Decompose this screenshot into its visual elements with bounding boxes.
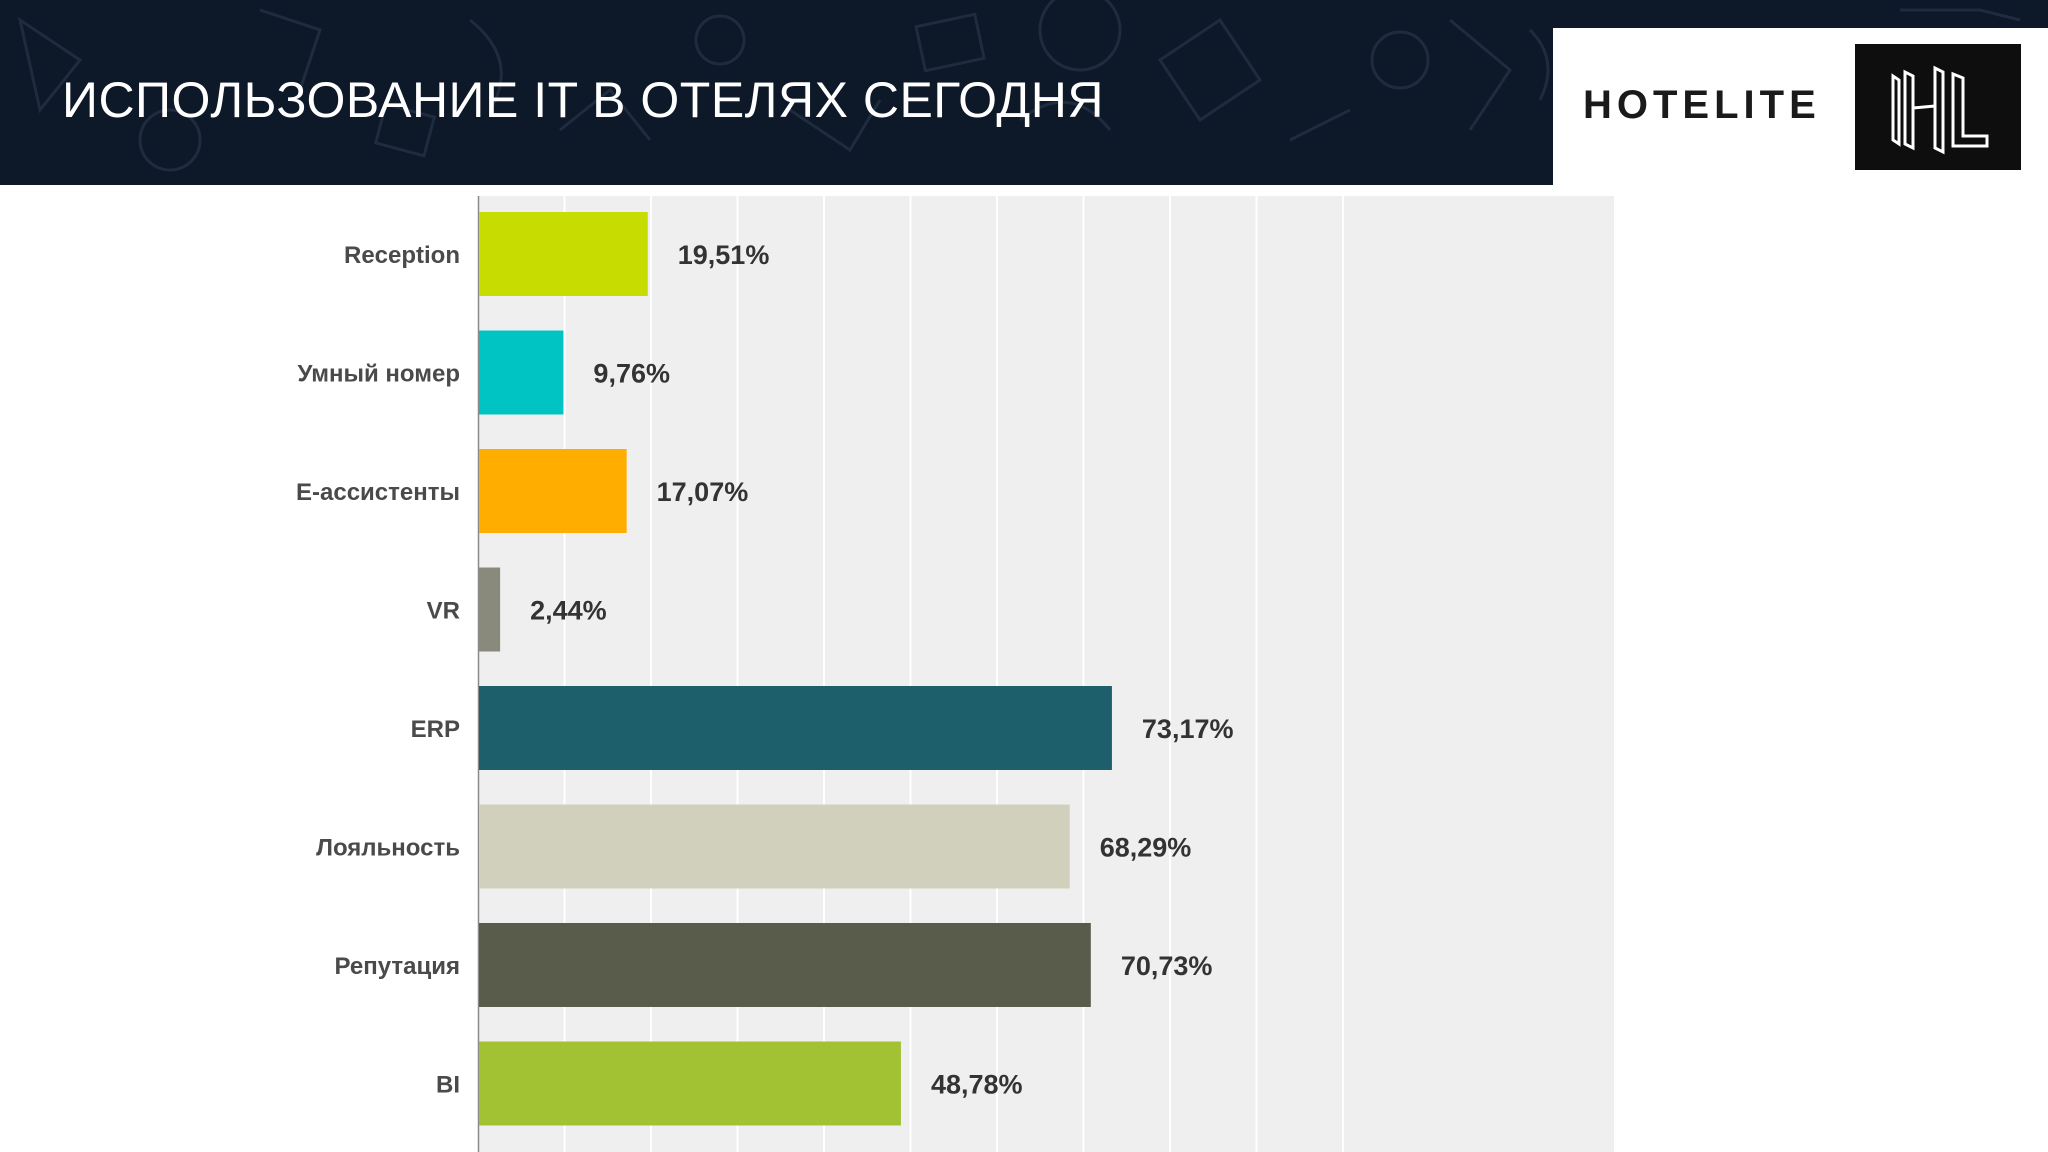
slide-title: ИСПОЛЬЗОВАНИЕ IT В ОТЕЛЯХ СЕГОДНЯ — [62, 72, 1104, 128]
category-label: Е-ассистенты — [296, 479, 460, 506]
bar — [479, 212, 648, 296]
value-label: 68,29% — [1100, 833, 1192, 863]
bar — [479, 330, 564, 415]
hl-monogram-icon — [1855, 44, 2021, 170]
value-label: 2,44% — [530, 596, 607, 626]
bar — [479, 686, 1112, 770]
bar — [479, 567, 501, 652]
category-label: ERP — [411, 716, 460, 743]
value-label: 9,76% — [593, 359, 670, 389]
plot-background — [478, 196, 1614, 1152]
category-label: Лояльность — [316, 835, 460, 862]
bar — [479, 449, 627, 533]
header-pattern — [17, 0, 2021, 172]
bar — [479, 923, 1091, 1007]
category-label: Репутация — [334, 953, 460, 980]
bar — [479, 1041, 901, 1126]
logo-wordmark: HOTELITE — [1583, 83, 1821, 127]
category-label: Умный номер — [297, 361, 460, 388]
slide-header: ИСПОЛЬЗОВАНИЕ IT В ОТЕЛЯХ СЕГОДНЯ HOTELI… — [0, 0, 2048, 185]
category-label: Reception — [344, 242, 460, 269]
hotelite-logo: HOTELITE — [1553, 28, 2048, 185]
category-label: BI — [436, 1072, 460, 1099]
bar — [479, 804, 1070, 889]
value-label: 48,78% — [931, 1070, 1023, 1100]
bar-chart: Reception 19,51% Умный номер 9,76% Е-ассисте… — [296, 196, 1614, 1152]
value-label: 17,07% — [657, 477, 749, 507]
labels-layer: Reception 19,51% Умный номер 9,76% Е-ассисте… — [296, 240, 1233, 1100]
value-label: 19,51% — [678, 240, 770, 270]
category-label: VR — [427, 598, 460, 625]
value-label: 70,73% — [1121, 951, 1213, 981]
value-label: 73,17% — [1142, 714, 1234, 744]
bars-layer — [479, 212, 1112, 1126]
